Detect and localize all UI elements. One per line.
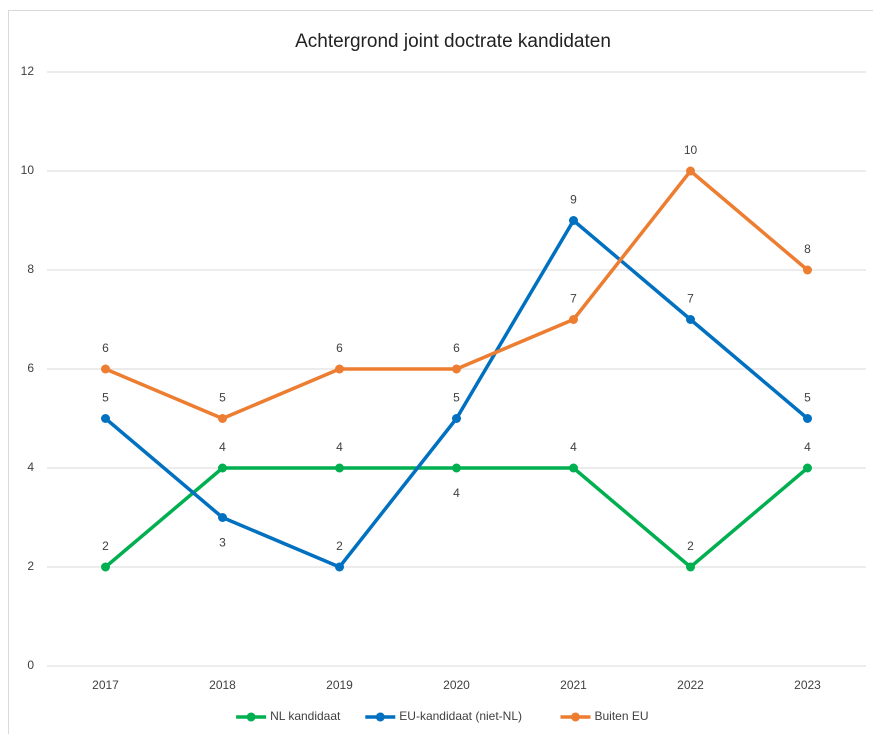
legend-label: NL kandidaat: [270, 709, 341, 723]
legend-marker: [246, 712, 256, 722]
data-point: [335, 463, 344, 473]
x-tick-label: 2021: [560, 678, 587, 692]
y-tick-label: 8: [27, 262, 34, 276]
legend-marker: [571, 712, 580, 722]
y-tick-label: 6: [27, 361, 34, 375]
data-point: [218, 414, 227, 423]
data-point: [452, 463, 461, 473]
data-label: 5: [453, 391, 460, 405]
data-label: 4: [453, 486, 460, 500]
data-point: [218, 463, 227, 473]
data-point: [686, 166, 695, 176]
data-point: [569, 216, 578, 225]
x-tick-label: 2022: [677, 678, 704, 692]
chart-frame: [8, 10, 873, 734]
data-label: 6: [336, 341, 343, 355]
legend-marker: [375, 712, 385, 722]
data-point: [218, 513, 227, 522]
data-label: 3: [219, 536, 226, 550]
data-label: 7: [570, 292, 577, 306]
legend-label: Buiten EU: [595, 709, 649, 723]
data-label: 6: [102, 341, 109, 355]
y-tick-label: 2: [27, 559, 34, 573]
x-tick-label: 2019: [326, 678, 353, 692]
data-point: [101, 562, 110, 572]
data-label: 4: [336, 440, 343, 454]
data-point: [101, 364, 110, 374]
data-point: [569, 463, 578, 473]
x-tick-label: 2020: [443, 678, 470, 692]
data-point: [335, 364, 344, 374]
legend-label: EU-kandidaat (niet-NL): [399, 709, 522, 723]
data-point: [101, 414, 110, 423]
x-tick-label: 2018: [209, 678, 236, 692]
data-point: [452, 364, 461, 374]
data-label: 5: [219, 391, 226, 405]
data-point: [686, 315, 695, 324]
x-tick-label: 2023: [794, 678, 821, 692]
data-label: 6: [453, 341, 460, 355]
data-label: 2: [102, 539, 109, 553]
x-tick-label: 2017: [92, 678, 119, 692]
y-tick-label: 10: [21, 163, 35, 177]
data-label: 2: [687, 539, 694, 553]
y-tick-label: 4: [27, 460, 34, 474]
y-tick-label: 0: [27, 658, 34, 672]
data-label: 8: [804, 242, 811, 256]
data-label: 2: [336, 539, 343, 553]
data-label: 4: [804, 440, 811, 454]
data-label: 5: [804, 391, 811, 405]
data-point: [335, 562, 344, 572]
data-point: [452, 414, 461, 423]
y-tick-label: 12: [21, 64, 35, 78]
data-label: 4: [570, 440, 577, 454]
data-label: 9: [570, 193, 577, 207]
data-point: [803, 463, 812, 473]
data-point: [569, 315, 578, 324]
data-point: [803, 414, 812, 423]
data-point: [686, 562, 695, 572]
chart-title: Achtergrond joint doctrate kandidaten: [295, 31, 611, 52]
data-label: 7: [687, 292, 694, 306]
data-label: 5: [102, 391, 109, 405]
data-label: 4: [219, 440, 226, 454]
data-point: [803, 265, 812, 275]
data-label: 10: [684, 143, 698, 157]
